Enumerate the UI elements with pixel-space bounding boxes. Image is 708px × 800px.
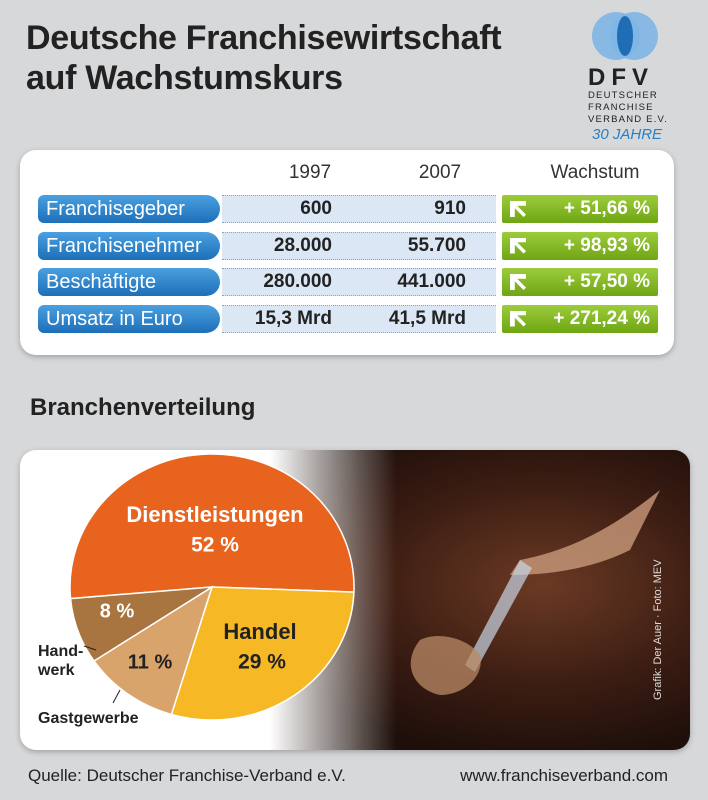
row-label: Umsatz in Euro xyxy=(38,304,220,333)
chart-panel xyxy=(20,450,690,750)
section-title: Branchenverteilung xyxy=(30,394,256,421)
logo-icon xyxy=(592,12,658,60)
column-header: 2007 xyxy=(418,162,462,183)
growth-cell: + 98,93 % xyxy=(502,231,658,260)
cell: 910 xyxy=(434,198,466,219)
cell: 41,5 Mrd xyxy=(388,307,466,329)
arrow-icon xyxy=(510,310,526,327)
arrow-icon xyxy=(510,201,526,217)
logo-text: FRANCHISE xyxy=(588,102,654,113)
title: Deutsche Franchisewirtschaft auf Wachstu… xyxy=(26,18,502,98)
column-header: Wachstum xyxy=(550,162,640,183)
cell: 600 xyxy=(300,198,332,219)
title-line: Deutsche Franchisewirtschaft xyxy=(26,19,502,57)
growth-cell: + 271,24 % xyxy=(502,304,658,333)
arrow-icon xyxy=(510,237,526,254)
url: www.franchiseverband.com xyxy=(460,766,668,785)
row-label: Franchisegeber xyxy=(38,195,220,223)
row-label: Franchisenehmer xyxy=(38,231,220,260)
photo-credit: Grafik: Der Auer · Foto: MEV xyxy=(652,559,664,700)
cell: 280.000 xyxy=(263,271,332,292)
row-band xyxy=(222,231,496,260)
row-band xyxy=(222,268,496,296)
row-band xyxy=(222,195,496,223)
row-label: Beschäftigte xyxy=(38,268,220,296)
title-line: auf Wachstumskurs xyxy=(26,59,343,97)
column-header: 1997 xyxy=(288,162,332,183)
cell: 441.000 xyxy=(397,271,466,292)
logo-text: DEUTSCHER xyxy=(588,90,658,101)
growth-cell: + 51,66 % xyxy=(502,195,658,223)
logo-anniversary: 30 JAHRE xyxy=(592,126,663,143)
logo-text: VERBAND E.V. xyxy=(588,114,669,125)
cell: 55.700 xyxy=(407,234,466,256)
source: Quelle: Deutscher Franchise-Verband e.V. xyxy=(28,766,346,785)
row-band xyxy=(222,304,496,333)
logo-name: DFV xyxy=(588,64,654,91)
cell: 28.000 xyxy=(273,234,332,256)
growth-cell: + 57,50 % xyxy=(502,268,658,296)
arrow-icon xyxy=(510,274,526,290)
photo-hands xyxy=(410,490,660,695)
cell: 15,3 Mrd xyxy=(254,307,332,329)
